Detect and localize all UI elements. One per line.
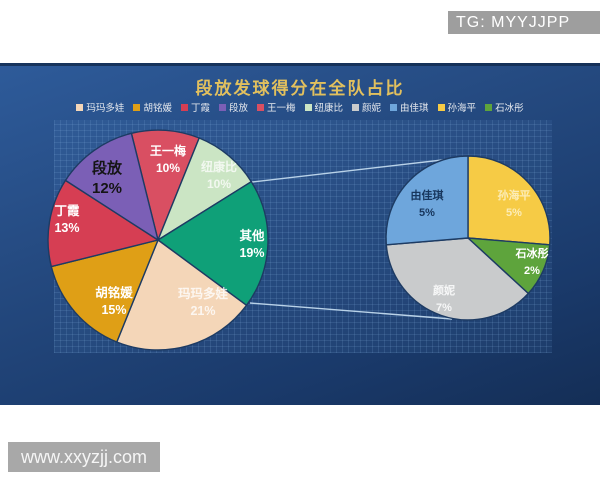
legend-swatch xyxy=(180,103,188,111)
pie-slice-label: 21% xyxy=(190,304,215,318)
pie-slice-label: 颜妮 xyxy=(433,283,455,297)
pie-slice-label: 石冰彤 xyxy=(515,246,549,260)
legend-item: 石冰彤 xyxy=(485,100,524,114)
legend-swatch xyxy=(485,103,493,111)
pie-of-pie-chart-svg: 王一梅 10% 纽康比 10% 其他 19% 玛玛多娃 21% 胡铭媛 15% 丁霞 13% 段放 12%… xyxy=(47,129,551,351)
pie-slice-label: 5% xyxy=(419,207,435,219)
legend-item: 王一梅 xyxy=(256,100,296,114)
website-watermark: www.xxyzjj.com xyxy=(8,442,160,472)
chart-area: 段放发球得分在全队占比 玛玛多娃 胡铭媛 丁霞 段放 王一梅 纽康比 颜妮 由佳琪 孙海平 石冰彤… xyxy=(0,63,600,405)
legend-label: 王一梅 xyxy=(266,103,296,114)
pie-slice xyxy=(467,155,551,246)
chart-legend: 玛玛多娃 胡铭媛 丁霞 段放 王一梅 纽康比 颜妮 由佳琪 孙海平 石冰彤 xyxy=(0,100,600,114)
legend-item: 丁霞 xyxy=(180,100,210,114)
pie-slice-label: 10% xyxy=(207,177,231,191)
legend-item: 颜妮 xyxy=(352,100,381,114)
pie-slice-label: 15% xyxy=(101,303,126,317)
legend-label: 胡铭媛 xyxy=(143,103,172,114)
legend-swatch xyxy=(390,103,398,111)
legend-item: 纽康比 xyxy=(304,100,344,114)
pie-slice-label: 纽康比 xyxy=(201,159,237,174)
legend-label: 颜妮 xyxy=(362,103,382,114)
pie-slice xyxy=(64,132,159,241)
legend-swatch xyxy=(256,103,264,111)
pie-slice-label: 其他 xyxy=(239,228,265,243)
legend-label: 段放 xyxy=(228,103,248,114)
pie-slice-label: 5% xyxy=(506,207,522,219)
legend-swatch xyxy=(76,103,84,111)
legend-swatch xyxy=(437,103,445,111)
pie-slice xyxy=(157,181,269,306)
pie-slice-label: 段放 xyxy=(92,159,123,177)
legend-item: 由佳琪 xyxy=(390,100,429,114)
legend-label: 石冰彤 xyxy=(495,103,524,114)
pie-slice-label: 2% xyxy=(524,265,540,277)
pie-slice-label: 由佳琪 xyxy=(411,188,444,202)
pie-slice-label: 13% xyxy=(54,221,79,235)
pie-slice xyxy=(50,239,159,343)
pie-slice-label: 7% xyxy=(436,302,452,314)
pie-slice-label: 玛玛多娃 xyxy=(178,286,229,301)
connector-line xyxy=(251,156,469,183)
pie-slice-label: 10% xyxy=(156,161,180,175)
legend-label: 丁霞 xyxy=(190,103,210,114)
pie-slice-label: 丁霞 xyxy=(54,204,80,218)
pie-slice-label: 胡铭媛 xyxy=(95,285,133,300)
legend-item: 玛玛多娃 xyxy=(76,100,124,114)
legend-swatch xyxy=(352,103,360,111)
legend-item: 段放 xyxy=(218,100,248,114)
legend-label: 玛玛多娃 xyxy=(86,103,125,114)
legend-swatch xyxy=(218,103,226,111)
legend-swatch xyxy=(133,103,141,111)
legend-label: 孙海平 xyxy=(447,103,477,114)
chart-title: 段放发球得分在全队占比 xyxy=(195,79,405,98)
legend-swatch xyxy=(304,103,312,111)
pie-slice-label: 王一梅 xyxy=(150,143,186,158)
pie-slice-label: 19% xyxy=(239,246,264,260)
legend-label: 由佳琪 xyxy=(400,103,429,114)
pie-slice-label: 孙海平 xyxy=(498,188,531,202)
pie-slice xyxy=(385,155,469,246)
legend-label: 纽康比 xyxy=(314,103,344,114)
pie-slice-label: 12% xyxy=(92,180,122,197)
telegram-watermark: TG: MYYJJPP xyxy=(448,11,600,34)
legend-item: 孙海平 xyxy=(437,100,477,114)
pie-slice xyxy=(116,239,248,351)
connector-line xyxy=(249,302,453,320)
pie-slice xyxy=(47,179,159,268)
pie-slice xyxy=(385,237,529,321)
legend-item: 胡铭媛 xyxy=(133,100,172,114)
